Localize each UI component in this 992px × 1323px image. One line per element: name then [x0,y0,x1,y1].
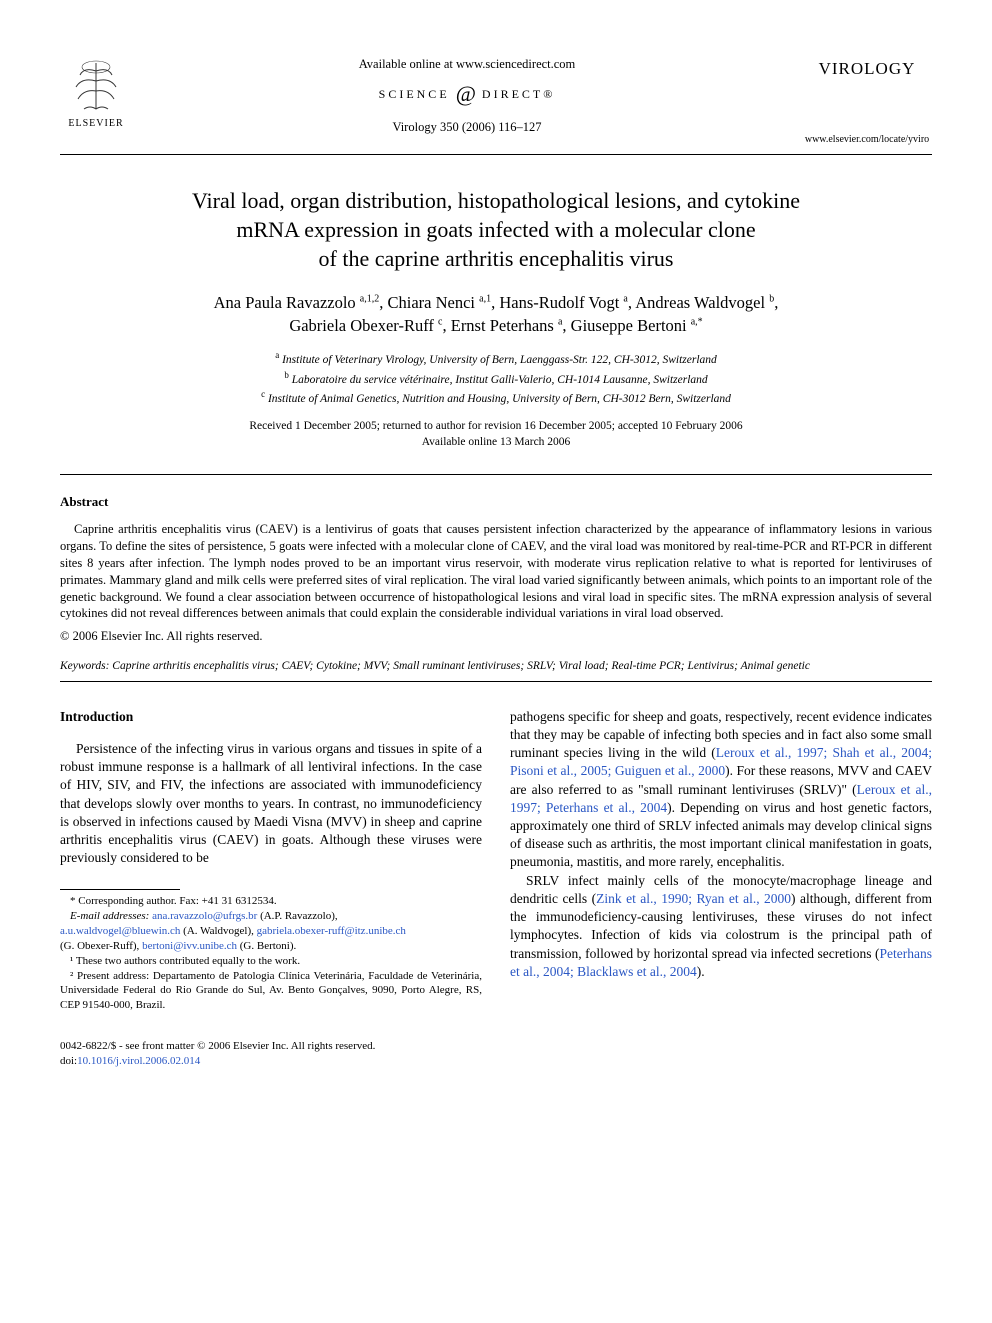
abstract-copyright: © 2006 Elsevier Inc. All rights reserved… [60,628,932,645]
footnotes: * Corresponding author. Fax: +41 31 6312… [60,894,482,1013]
sd-swirl-icon: @ [456,79,476,109]
doi-line: doi:10.1016/j.virol.2006.02.014 [60,1054,932,1069]
ref-link-3[interactable]: Zink et al., 1990; Ryan et al., 2000 [596,891,791,906]
title-line-3: of the caprine arthritis encephalitis vi… [319,246,674,271]
doi-link[interactable]: 10.1016/j.virol.2006.02.014 [77,1055,200,1067]
elsevier-logo: ELSEVIER [60,50,132,130]
issn-line: 0042-6822/$ - see front matter © 2006 El… [60,1039,932,1054]
journal-name: VIROLOGY [802,58,932,81]
footnotes-divider [60,889,180,890]
intro-left-p1: Persistence of the infecting virus in va… [60,740,482,868]
intro-right-p1: pathogens specific for sheep and goats, … [510,708,932,872]
abstract-rule-bottom [60,681,932,682]
abstract-rule-top [60,474,932,475]
email-link-3[interactable]: gabriela.obexer-ruff@itz.unibe.ch [257,925,406,937]
title-line-2: mRNA expression in goats infected with a… [236,217,755,242]
keywords-label: Keywords: [60,660,109,672]
dates-received: Received 1 December 2005; returned to au… [60,419,932,435]
corresponding-author: * Corresponding author. Fax: +41 31 6312… [60,894,482,909]
footnote-1: ¹ These two authors contributed equally … [60,954,482,969]
paper-header: ELSEVIER Available online at www.science… [60,50,932,146]
keywords-text: Caprine arthritis encephalitis virus; CA… [112,660,810,672]
affiliation-c: c Institute of Animal Genetics, Nutritio… [60,388,932,407]
header-rule [60,154,932,155]
publisher-name: ELSEVIER [68,117,123,131]
email-link-2[interactable]: a.u.waldvogel@bluewin.ch [60,925,180,937]
journal-box: VIROLOGY www.elsevier.com/locate/yviro [802,50,932,146]
email-label: E-mail addresses: [70,910,149,922]
abstract-heading: Abstract [60,493,932,511]
article-title: Viral load, organ distribution, histopat… [100,187,892,273]
right-column: pathogens specific for sheep and goats, … [510,708,932,1014]
article-dates: Received 1 December 2005; returned to au… [60,419,932,450]
front-matter-footer: 0042-6822/$ - see front matter © 2006 El… [60,1039,932,1069]
email-link-1[interactable]: ana.ravazzolo@ufrgs.br [152,910,257,922]
email-link-4[interactable]: bertoni@ivv.unibe.ch [142,940,237,952]
body-columns: Introduction Persistence of the infectin… [60,708,932,1014]
sd-right: DIRECT® [482,86,555,102]
available-online-text: Available online at www.sciencedirect.co… [132,56,802,73]
footnote-2: ² Present address: Departamento de Patol… [60,969,482,1014]
sd-left: SCIENCE [379,86,450,102]
affiliations: a Institute of Veterinary Virology, Univ… [60,349,932,407]
email-line-2: a.u.waldvogel@bluewin.ch (A. Waldvogel),… [60,924,482,939]
dates-available: Available online 13 March 2006 [60,435,932,451]
intro-right-p2: SRLV infect mainly cells of the monocyte… [510,872,932,981]
left-column: Introduction Persistence of the infectin… [60,708,482,1014]
email-line-3: (G. Obexer-Ruff), bertoni@ivv.unibe.ch (… [60,939,482,954]
citation-line: Virology 350 (2006) 116–127 [132,119,802,136]
keywords: Keywords: Caprine arthritis encephalitis… [60,659,932,675]
affiliation-a: a Institute of Veterinary Virology, Univ… [60,349,932,368]
affiliation-b: b Laboratoire du service vétérinaire, In… [60,369,932,388]
authors-list: Ana Paula Ravazzolo a,1,2, Chiara Nenci … [100,291,892,337]
elsevier-tree-icon [66,59,126,115]
journal-url: www.elsevier.com/locate/yviro [802,133,932,147]
title-line-1: Viral load, organ distribution, histopat… [192,188,800,213]
email-addresses: E-mail addresses: ana.ravazzolo@ufrgs.br… [60,909,482,924]
abstract-body: Caprine arthritis encephalitis virus (CA… [60,521,932,622]
header-center: Available online at www.sciencedirect.co… [132,50,802,135]
sciencedirect-logo: SCIENCE @ DIRECT® [132,79,802,109]
introduction-heading: Introduction [60,708,482,726]
